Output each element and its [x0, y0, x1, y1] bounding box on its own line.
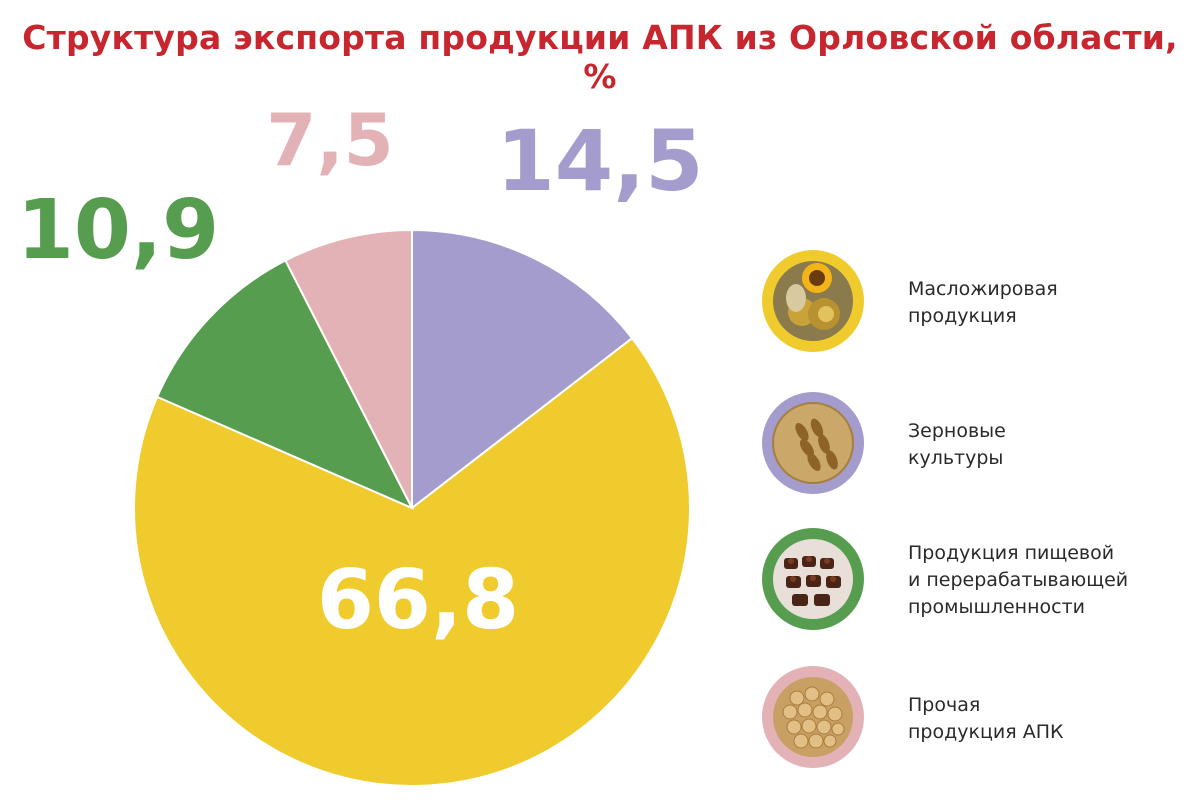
legend-item-grain: Зерновые культуры — [762, 392, 1182, 496]
soybeans-icon — [762, 666, 864, 768]
data-label-food: 10,9 — [17, 183, 219, 278]
legend-label-oil: Масложировая продукция — [908, 278, 1058, 327]
pie-slice-oil — [133, 336, 691, 788]
pie-slice-other — [284, 228, 413, 509]
legend-label-other: Прочая продукция АПК — [908, 694, 1064, 743]
grain-icon — [762, 392, 864, 494]
legend-item-other: Прочая продукция АПК — [762, 666, 1182, 770]
chocolates-icon — [762, 528, 864, 630]
chart-title: Структура экспорта продукции АПК из Орло… — [22, 18, 1178, 96]
legend-item-food: Продукция пищевой и перерабатывающей про… — [762, 528, 1182, 632]
pie-slice-grain — [411, 228, 634, 511]
legend-label-food: Продукция пищевой и перерабатывающей про… — [908, 542, 1129, 618]
data-label-oil: 66,8 — [317, 553, 519, 648]
legend-item-oil: Масложировая продукция — [762, 250, 1182, 354]
data-label-other: 7,5 — [266, 98, 394, 182]
legend-label-grain: Зерновые культуры — [908, 420, 1006, 469]
pie-slice-food — [155, 259, 415, 511]
sunflower-oil-icon — [762, 250, 864, 352]
data-label-grain: 14,5 — [496, 112, 703, 210]
